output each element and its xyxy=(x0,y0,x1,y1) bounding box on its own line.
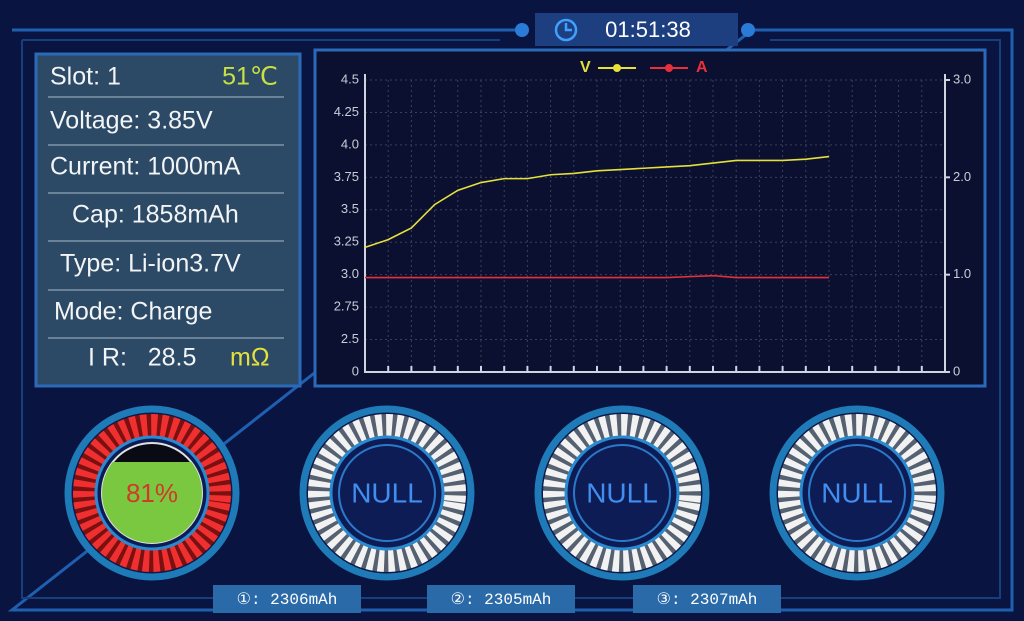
chart: 0 2.5 2.75 3.0 3.25 3.5 3.75 4.0 4.25 4.5 0 1.0 2.0 3… xyxy=(334,59,971,378)
capacity-label: ③: 2307mAh xyxy=(657,591,758,609)
series-line xyxy=(365,274,829,279)
y-tick-label: 4.25 xyxy=(334,104,359,119)
info-panel xyxy=(34,52,302,388)
legend-dot xyxy=(665,64,673,72)
y-tick-label: 3.5 xyxy=(341,201,359,216)
y2-tick-label: 2.0 xyxy=(953,169,971,184)
internal-resistance: I R: 28.5 xyxy=(88,344,196,372)
slot-status: NULL xyxy=(586,477,658,508)
capacity-label: ①: 2306mAh xyxy=(237,591,338,609)
y-tick-label: 3.0 xyxy=(341,266,359,281)
y-tick-label: 4.5 xyxy=(341,71,359,86)
clock-icon xyxy=(554,18,578,42)
battery-percent: 81% xyxy=(126,478,178,508)
gauge-stripes xyxy=(778,414,936,572)
clock-hands xyxy=(564,23,572,32)
gauge-inner xyxy=(573,444,671,542)
capacity-box xyxy=(427,585,575,613)
y-tick-label: 3.75 xyxy=(334,169,359,184)
y-tick-label: 0 xyxy=(352,363,359,378)
voltage: Voltage: 3.85V xyxy=(50,107,213,135)
frame xyxy=(7,28,1014,612)
chart-panel xyxy=(313,48,987,388)
temperature: 51℃ xyxy=(222,63,278,91)
current: Current: 1000mA xyxy=(50,153,241,181)
gauge-inner xyxy=(808,444,906,542)
battery-type: Type: Li-ion3.7V xyxy=(60,250,241,278)
frame-dot xyxy=(515,23,529,37)
axes xyxy=(364,74,946,373)
frame-dot xyxy=(741,23,755,37)
slots: 81% NULL NULL NULL xyxy=(64,405,945,581)
capacity-box xyxy=(213,585,361,613)
y-tick-label: 4.0 xyxy=(341,136,359,151)
slot-label: Slot: 1 xyxy=(50,63,121,91)
capacity-box xyxy=(633,585,781,613)
y2-tick-label: 0 xyxy=(953,363,960,378)
y-tick-label: 2.5 xyxy=(341,331,359,346)
gauge-stripes xyxy=(308,414,466,572)
y-tick-label: 2.75 xyxy=(334,299,359,314)
legend-label: A xyxy=(696,59,708,76)
gauge-ring xyxy=(329,435,445,551)
capacities: ①: 2306mAh ②: 2305mAh ③: 2307mAh xyxy=(213,585,781,613)
info-separators xyxy=(48,96,284,339)
battery-level xyxy=(102,462,202,543)
y-tick-label: 3.25 xyxy=(334,234,359,249)
mode: Mode: Charge xyxy=(54,298,212,326)
y2-tick-label: 3.0 xyxy=(953,71,971,86)
gauge-ring xyxy=(564,435,680,551)
legend-dot xyxy=(613,64,621,72)
slot-status: NULL xyxy=(821,477,893,508)
y2-tick-label: 1.0 xyxy=(953,266,971,281)
slot-status: NULL xyxy=(351,477,423,508)
gauge-ring xyxy=(799,435,915,551)
capacity: Cap: 1858mAh xyxy=(72,201,239,229)
inner-frame xyxy=(21,39,1001,599)
capacity-label: ②: 2305mAh xyxy=(451,591,552,609)
clock-time: 01:51:38 xyxy=(605,17,691,42)
ir-unit: mΩ xyxy=(230,344,270,372)
legend-label: V xyxy=(580,59,591,76)
gauge-stripes xyxy=(73,414,231,572)
series-line xyxy=(364,155,830,249)
gauge-stripes xyxy=(543,414,701,572)
gauge-inner xyxy=(338,444,436,542)
